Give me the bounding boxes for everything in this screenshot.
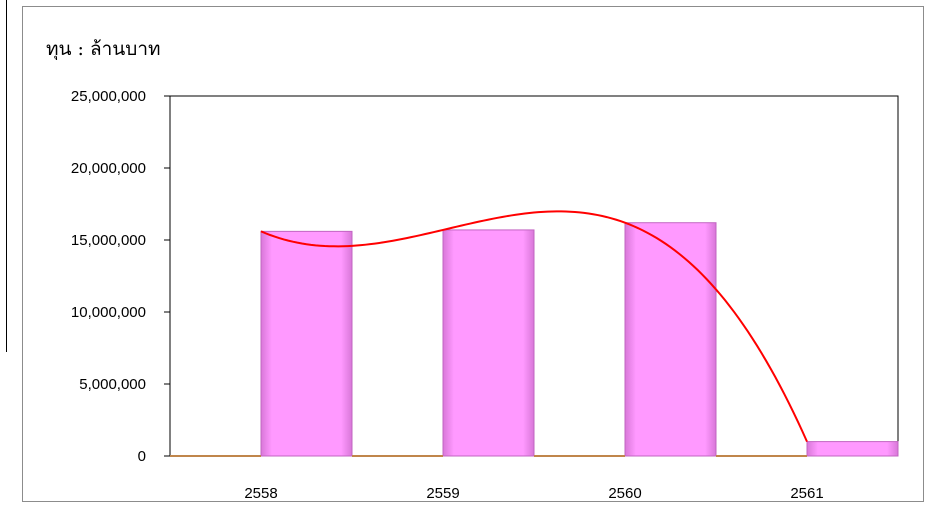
x-tick-label: 2558 xyxy=(244,485,277,502)
left-divider-line xyxy=(6,0,7,352)
bar-2558 xyxy=(260,230,353,457)
x-tick-label: 2561 xyxy=(790,485,823,502)
bar-2559 xyxy=(442,229,535,457)
trend-line xyxy=(260,210,808,443)
y-tick-label: 10,000,000 xyxy=(71,304,146,321)
y-tick-label: 5,000,000 xyxy=(79,376,146,393)
y-tick-label: 25,000,000 xyxy=(71,88,146,105)
bar-2561 xyxy=(806,441,899,457)
y-tick-label: 0 xyxy=(138,448,146,465)
bar-2560 xyxy=(624,222,717,457)
unit-label: ทุน : ล้านบาท xyxy=(46,38,161,60)
y-tick-label: 15,000,000 xyxy=(71,232,146,249)
x-tick-label: 2560 xyxy=(608,485,641,502)
y-tick-label: 20,000,000 xyxy=(71,160,146,177)
x-tick-label: 2559 xyxy=(426,485,459,502)
